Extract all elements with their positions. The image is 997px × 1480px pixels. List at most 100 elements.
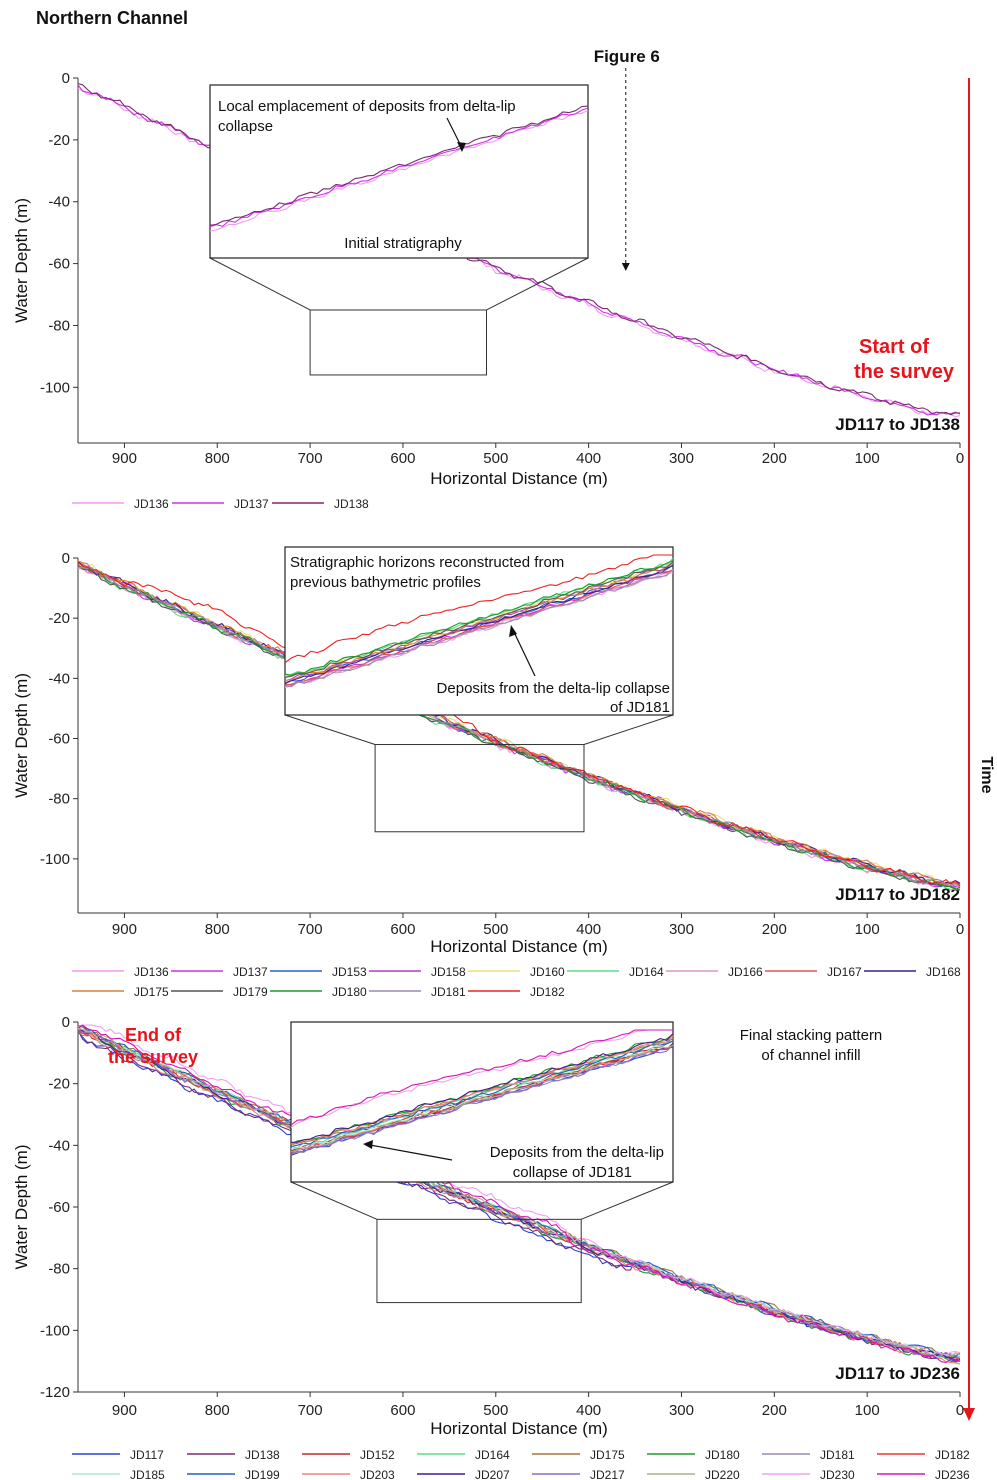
inset-text: previous bathymetric profiles xyxy=(290,574,481,591)
x-tick-label: 0 xyxy=(956,1402,964,1419)
series-line-jd168 xyxy=(77,560,961,887)
legend-label: JD168 xyxy=(926,965,961,979)
x-tick-label: 500 xyxy=(483,1402,508,1419)
x-tick-label: 200 xyxy=(762,921,787,938)
zoom-connector xyxy=(284,714,376,746)
legend-item: JD164 xyxy=(567,965,664,979)
series-line-jd220 xyxy=(77,1028,961,1357)
y-tick-label: -80 xyxy=(48,791,70,808)
legend-item: JD182 xyxy=(468,985,565,999)
y-tick-label: -40 xyxy=(48,194,70,211)
legend-item: JD182 xyxy=(877,1448,970,1462)
legend: JD136 JD137 JD138 xyxy=(72,497,369,511)
range-label: JD117 to JD138 xyxy=(835,415,960,434)
panel-3: 0 -20 -40 -60 -80 -100 -120 900 800 700 600 500 400 3… xyxy=(12,1014,970,1480)
y-tick-label: -20 xyxy=(48,132,70,149)
x-tick-label: 400 xyxy=(576,450,601,467)
side-label: End of xyxy=(125,1025,182,1045)
legend-item: JD220 xyxy=(647,1468,740,1480)
legend-item: JD117 xyxy=(72,1448,164,1462)
inset-text: of JD181 xyxy=(610,699,670,716)
legend-item: JD217 xyxy=(532,1468,625,1480)
legend-label: JD117 xyxy=(130,1448,164,1462)
x-tick-label: 800 xyxy=(205,1402,230,1419)
y-axis-label: Water Depth (m) xyxy=(12,198,31,323)
x-tick-label: 600 xyxy=(390,921,415,938)
zoom-connector xyxy=(486,257,589,311)
legend-label: JD136 xyxy=(134,965,169,979)
annotation-arrow xyxy=(369,1144,453,1161)
x-tick-label: 300 xyxy=(669,450,694,467)
inset-line-jd136 xyxy=(209,109,589,232)
y-tick-label: -40 xyxy=(48,670,70,687)
y-tick-label: -80 xyxy=(48,317,70,334)
y-tick-label: -80 xyxy=(48,1261,70,1278)
legend-label: JD203 xyxy=(360,1468,395,1480)
inset-line-jd185 xyxy=(290,1040,674,1150)
annotation-arrowhead xyxy=(457,142,466,152)
legend-item: JD137 xyxy=(171,965,268,979)
y-tick-label: -20 xyxy=(48,1076,70,1093)
inset-line-jd217 xyxy=(290,1044,674,1156)
x-tick-label: 600 xyxy=(390,1402,415,1419)
y-tick-label: -40 xyxy=(48,1137,70,1154)
legend-label: JD185 xyxy=(130,1468,165,1480)
inset-text: Local emplacement of deposits from delta… xyxy=(218,98,516,115)
series-line-jd175 xyxy=(77,560,961,886)
series-line-jd181 xyxy=(77,566,961,887)
zoom-connector xyxy=(581,1181,674,1220)
x-tick-label: 800 xyxy=(205,921,230,938)
figure-ref-label: Figure 6 xyxy=(594,47,660,66)
annotation-arrow xyxy=(512,629,536,677)
inset-line-jd138 xyxy=(209,105,589,226)
inset-box xyxy=(209,84,589,259)
x-tick-label: 800 xyxy=(205,450,230,467)
side-label: Start of xyxy=(859,336,929,358)
inset-line-jd179 xyxy=(284,561,674,678)
x-tick-label: 100 xyxy=(855,1402,880,1419)
x-tick-label: 300 xyxy=(669,921,694,938)
legend-item: JD160 xyxy=(468,965,565,979)
y-tick-label: -60 xyxy=(48,731,70,748)
x-tick-label: 300 xyxy=(669,1402,694,1419)
legend-label: JD207 xyxy=(475,1468,510,1480)
zoom-region xyxy=(376,1218,582,1304)
y-axis-label: Water Depth (m) xyxy=(12,673,31,798)
time-arrowhead xyxy=(963,1408,975,1421)
annotation-arrowhead xyxy=(509,625,517,637)
legend-label: JD138 xyxy=(334,497,369,511)
legend-label: JD166 xyxy=(728,965,763,979)
inset-text: Deposits from the delta-lip xyxy=(490,1144,664,1161)
legend-label: JD236 xyxy=(935,1468,970,1480)
inset-line-jd236 xyxy=(290,1029,673,1126)
legend-item: JD152 xyxy=(302,1448,395,1462)
y-axis-label: Water Depth (m) xyxy=(12,1144,31,1269)
legend-item: JD185 xyxy=(72,1468,165,1480)
legend-label: JD160 xyxy=(530,965,565,979)
legend-label: JD167 xyxy=(827,965,862,979)
legend-item: JD136 xyxy=(72,497,169,511)
legend-label: JD136 xyxy=(134,497,169,511)
series-line-jd175 xyxy=(77,1026,961,1358)
y-tick-label: -20 xyxy=(48,610,70,627)
series-line-jd230 xyxy=(77,1024,961,1356)
inset-line-jd180 xyxy=(290,1033,674,1145)
range-label: JD117 to JD236 xyxy=(835,1364,960,1383)
legend-item: JD207 xyxy=(417,1468,510,1480)
legend-item: JD181 xyxy=(369,985,466,999)
x-tick-label: 500 xyxy=(483,450,508,467)
legend-label: JD137 xyxy=(233,965,268,979)
y-tick-label: -120 xyxy=(40,1384,70,1401)
annotation-text: Final stacking pattern xyxy=(740,1027,883,1044)
legend-label: JD153 xyxy=(332,965,367,979)
x-tick-label: 200 xyxy=(762,1402,787,1419)
x-tick-label: 700 xyxy=(298,921,323,938)
panel-1: 0 -20 -40 -60 -80 -100 900 800 700 600 500 400 300 20… xyxy=(12,47,964,511)
inset-lines xyxy=(209,105,589,232)
x-tick-label: 0 xyxy=(956,450,964,467)
figure-title: Northern Channel xyxy=(36,8,188,28)
legend-item: JD180 xyxy=(647,1448,740,1462)
legend-label: JD179 xyxy=(233,985,268,999)
legend-label: JD220 xyxy=(705,1468,740,1480)
